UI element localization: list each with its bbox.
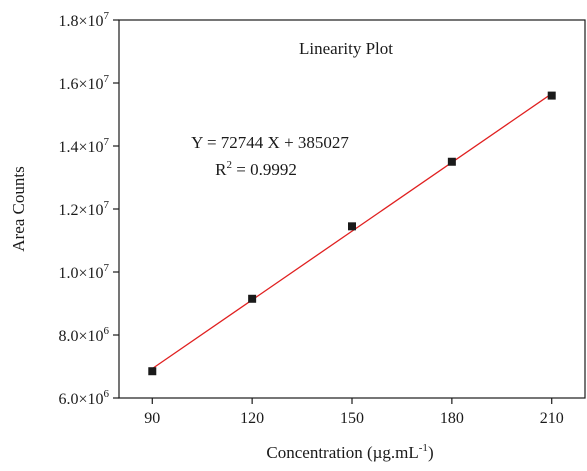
y-tick-exponent: 6	[104, 388, 110, 400]
y-tick-label: 1.0×107	[58, 262, 109, 282]
r-squared-label: R2 = 0.9992	[215, 159, 297, 179]
x-tick-label: 150	[340, 410, 364, 427]
data-point	[148, 367, 157, 376]
y-tick-exponent: 7	[104, 136, 110, 148]
data-point	[248, 294, 257, 303]
fit-layer	[151, 93, 553, 370]
r2-superscript: 2	[227, 159, 233, 171]
y-tick-mantissa: 1.4×10	[58, 139, 103, 156]
points-layer	[148, 91, 556, 376]
y-tick-mantissa: 6.0×10	[58, 391, 103, 408]
x-axis-title: Concentration (µg.mL-1)	[266, 442, 433, 462]
y-tick-mantissa: 1.2×10	[58, 202, 103, 219]
y-tick-label: 1.8×107	[58, 10, 109, 30]
x-axis-title-sup: -1	[419, 442, 428, 454]
y-tick-label: 6.0×106	[58, 388, 109, 408]
y-tick-mantissa: 1.0×10	[58, 265, 103, 282]
y-axis-title: Area Counts	[9, 166, 28, 251]
y-tick-exponent: 7	[104, 262, 110, 274]
x-axis-title-tail: )	[428, 443, 434, 462]
chart-title: Linearity Plot	[299, 39, 393, 58]
data-point	[447, 157, 456, 166]
ticks-layer: 90 120 150 180 2106.0×1068.0×1061.0×1071.2×1…	[58, 10, 563, 427]
r2-value: = 0.9992	[232, 160, 297, 179]
x-tick-label: 210	[540, 410, 564, 427]
r2-prefix: R	[215, 160, 227, 179]
y-tick-mantissa: 1.8×10	[58, 13, 103, 30]
regression-line	[151, 93, 553, 370]
y-tick-label: 1.4×107	[58, 136, 109, 156]
y-tick-label: 8.0×106	[58, 325, 109, 345]
data-point	[348, 222, 356, 231]
x-tick-label: 180	[440, 410, 464, 427]
data-point	[547, 91, 556, 100]
x-tick-label: 120	[240, 410, 264, 427]
y-tick-mantissa: 8.0×10	[58, 328, 103, 345]
y-tick-mantissa: 1.6×10	[58, 76, 103, 93]
plot-frame	[118, 19, 586, 399]
x-tick-label: 90	[144, 410, 160, 427]
regression-equation: Y = 72744 X + 385027	[191, 133, 349, 152]
y-tick-label: 1.6×107	[58, 73, 109, 93]
y-tick-exponent: 7	[104, 199, 110, 211]
y-tick-exponent: 6	[104, 325, 110, 337]
y-tick-exponent: 7	[104, 73, 110, 85]
x-axis-title-base: Concentration (µg.mL	[266, 443, 418, 462]
y-tick-exponent: 7	[104, 10, 110, 22]
y-tick-label: 1.2×107	[58, 199, 109, 219]
